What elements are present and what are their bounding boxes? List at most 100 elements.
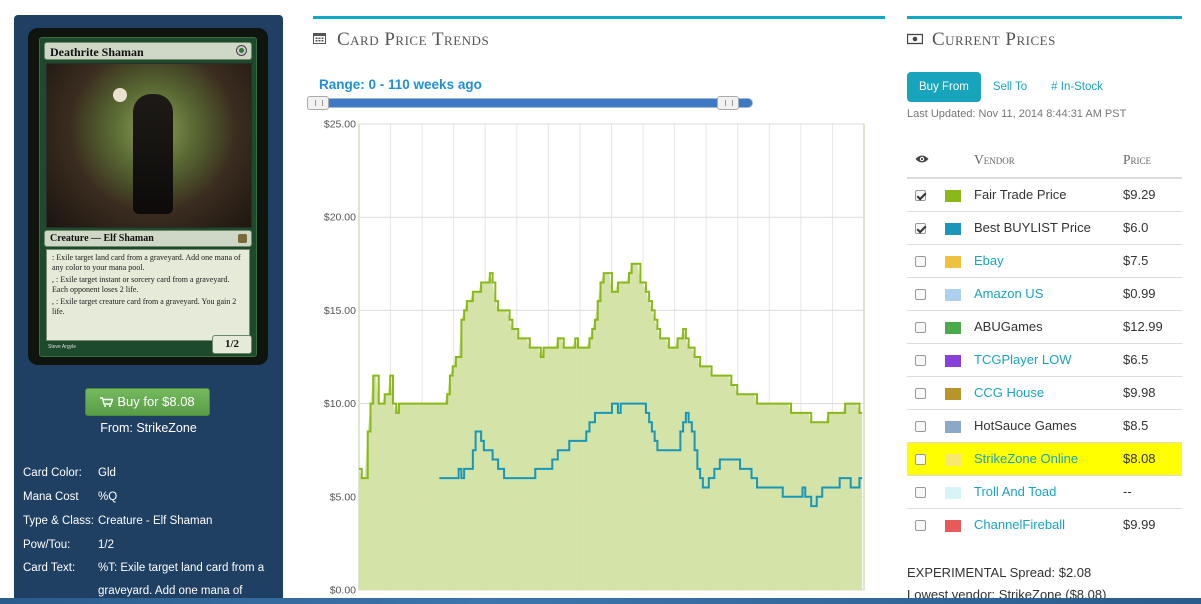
vendor-cell: Troll And Toad — [974, 474, 1120, 508]
range-slider-right-handle[interactable] — [717, 96, 740, 110]
range-slider[interactable] — [307, 96, 753, 110]
card-power-toughness: 1/2 — [212, 335, 252, 354]
vendor-cell: Best BUYLIST Price — [974, 210, 1120, 244]
shaman-art — [133, 94, 173, 214]
vendor-visibility-checkbox[interactable] — [915, 322, 926, 334]
visibility-column-header — [907, 143, 945, 179]
range-slider-left-handle[interactable] — [307, 96, 329, 110]
experimental-spread: EXPERIMENTAL Spread: $2.08 — [907, 565, 1092, 580]
vendor-cell — [945, 507, 974, 541]
vendor-name-link[interactable]: CCG House — [974, 385, 1045, 400]
vendor-price: $0.99 — [1120, 276, 1182, 310]
vendor-cell — [907, 408, 945, 442]
series-area-fair-trade — [359, 263, 863, 590]
vendor-row: StrikeZone Online $8.08 — [907, 441, 1182, 475]
vendor-price: $8.08 — [1120, 441, 1182, 475]
rules-line: : Exile target land card from a graveyar… — [52, 253, 241, 272]
y-tick-label: $25.00 — [324, 119, 356, 131]
vendor-cell — [907, 309, 945, 343]
vendor-name-link[interactable]: StrikeZone Online — [974, 451, 1079, 466]
vendor-row: CCG House $9.98 — [907, 375, 1182, 409]
vendor-row: Amazon US $0.99 — [907, 276, 1182, 310]
vendor-visibility-checkbox[interactable] — [915, 223, 926, 235]
info-row: Type & Class: Creature - Elf Shaman — [23, 509, 278, 533]
vendor-cell — [907, 441, 945, 475]
vendor-cell — [945, 309, 974, 343]
buy-button[interactable]: Buy for $8.08 — [85, 388, 210, 416]
vendor-row: ChannelFireball $9.99 — [907, 507, 1182, 541]
vendor-cell — [945, 441, 974, 475]
vendor-visibility-checkbox[interactable] — [915, 520, 926, 532]
vendor-visibility-checkbox[interactable] — [915, 454, 926, 466]
price-tabs: Buy From Sell To # In-Stock — [907, 72, 1115, 102]
vendor-cell: StrikeZone Online — [974, 441, 1120, 475]
swatch-column-header — [945, 143, 974, 179]
vendor-cell — [945, 210, 974, 244]
tab-in-stock[interactable]: # In-Stock — [1051, 81, 1103, 93]
info-value: Gld — [98, 467, 116, 479]
vendor-visibility-checkbox[interactable] — [915, 256, 926, 268]
vendor-visibility-checkbox[interactable] — [915, 388, 926, 400]
vendor-cell — [907, 177, 945, 211]
taskbar-strip — [0, 598, 1201, 604]
vendor-visibility-checkbox[interactable] — [915, 190, 926, 202]
vendor-visibility-checkbox[interactable] — [915, 421, 926, 433]
vendor-cell — [907, 342, 945, 376]
buy-button-label: Buy for $8.08 — [117, 394, 195, 409]
vendor-row: Fair Trade Price $9.29 — [907, 177, 1182, 211]
tab-sell-to[interactable]: Sell To — [992, 81, 1028, 93]
info-value: 1/2 — [98, 539, 114, 551]
vendor-price-table: Vendor Price Fair Trade Price $9.29 Best B… — [907, 143, 1182, 541]
info-value: Creature - Elf Shaman — [98, 515, 213, 527]
card-sidebar: Deathrite Shaman Creature — Elf Shaman :… — [14, 15, 283, 604]
range-slider-track[interactable] — [307, 98, 753, 108]
card-type-bar: Creature — Elf Shaman — [44, 230, 252, 247]
vendor-color-swatch — [945, 288, 961, 301]
vendor-name: Best BUYLIST Price — [974, 220, 1091, 235]
card-frame: Deathrite Shaman Creature — Elf Shaman :… — [39, 37, 257, 357]
vendor-visibility-checkbox[interactable] — [915, 487, 926, 499]
vendor-name-link[interactable]: ChannelFireball — [974, 517, 1066, 533]
current-prices-title: Current Prices — [932, 29, 1056, 50]
vendor-name: Fair Trade Price — [974, 187, 1067, 203]
card-type-line: Creature — Elf Shaman — [50, 233, 154, 244]
card-rules-text: : Exile target land card from a graveyar… — [46, 249, 250, 341]
price-column-header: Price — [1120, 143, 1182, 179]
y-tick-label: $20.00 — [324, 212, 356, 224]
vendor-cell — [945, 408, 974, 442]
info-key: Mana Cost — [23, 491, 79, 503]
vendor-visibility-checkbox[interactable] — [915, 355, 926, 367]
y-tick-label: $0.00 — [330, 585, 356, 597]
section-divider — [313, 16, 885, 19]
price-trends-section: Card Price Trends Range: 0 - 110 weeks a… — [307, 16, 885, 604]
vendor-color-swatch — [945, 354, 961, 367]
vendor-color-swatch — [945, 255, 961, 268]
vendor-cell: HotSauce Games — [974, 408, 1120, 442]
vendor-price: -- — [1120, 474, 1182, 508]
vendor-name-link[interactable]: Ebay — [974, 253, 1004, 268]
vendor-cell — [945, 276, 974, 310]
vendor-visibility-checkbox[interactable] — [915, 289, 926, 301]
vendor-cell — [907, 507, 945, 541]
shopping-cart-icon — [100, 397, 114, 407]
info-row: Card Text: %T: Exile target land card fr… — [23, 557, 278, 603]
current-prices-section: Current Prices Buy From Sell To # In-Sto… — [907, 16, 1182, 604]
y-tick-label: $15.00 — [324, 305, 356, 317]
vendor-color-swatch — [945, 321, 961, 334]
section-divider — [907, 16, 1182, 19]
card-art — [46, 63, 252, 228]
vendor-name: HotSauce Games — [974, 418, 1077, 433]
info-key: Type & Class: — [23, 515, 94, 527]
tab-buy-from[interactable]: Buy From — [907, 72, 981, 102]
info-key: Card Color: — [23, 467, 82, 479]
info-key: Pow/Tou: — [23, 539, 71, 551]
vendor-price: $6.5 — [1120, 342, 1182, 376]
info-key: Card Text: — [23, 562, 76, 574]
vendor-name-link[interactable]: TCGPlayer LOW — [974, 352, 1072, 367]
vendor-color-swatch — [945, 222, 961, 235]
vendor-name-link[interactable]: Troll And Toad — [974, 484, 1057, 499]
vendor-cell: Ebay — [974, 243, 1120, 277]
vendor-price: $9.99 — [1120, 507, 1182, 541]
vendor-cell — [907, 210, 945, 244]
vendor-name-link[interactable]: Amazon US — [974, 286, 1044, 301]
